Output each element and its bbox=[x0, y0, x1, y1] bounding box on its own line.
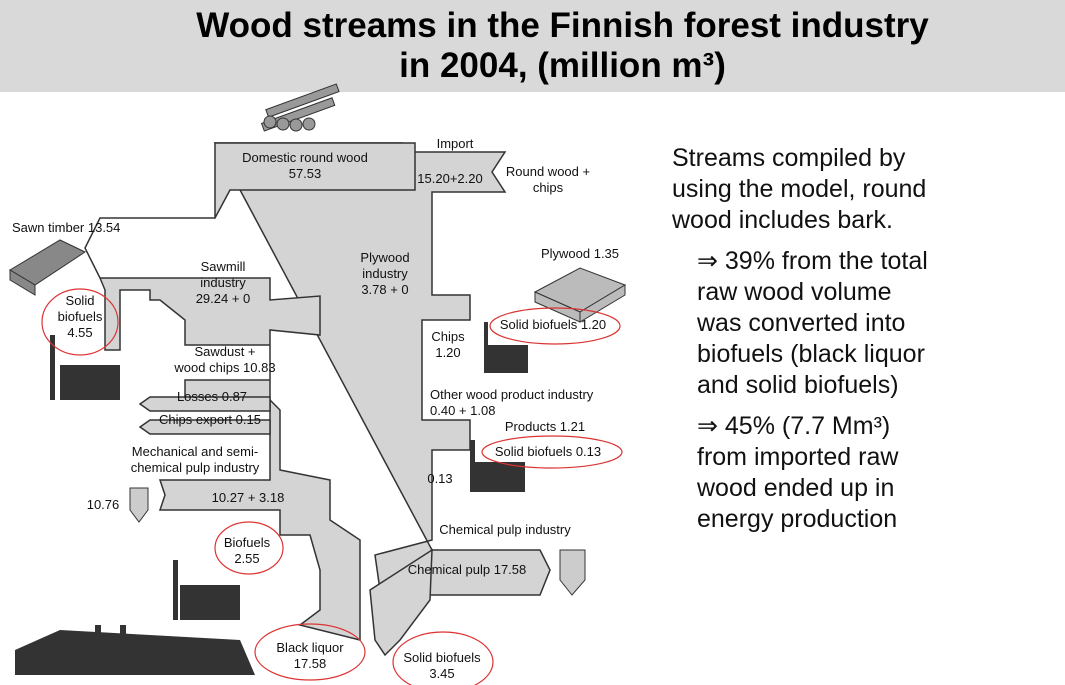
text-line: raw wood volume bbox=[697, 277, 928, 308]
flow-label: 4.55 bbox=[67, 325, 92, 340]
flow-label: Chemical pulp industry bbox=[439, 522, 571, 537]
flow-label: industry bbox=[200, 275, 246, 290]
flow-label: 29.24 + 0 bbox=[196, 291, 251, 306]
flow-label: Black liquor bbox=[276, 640, 344, 655]
flow-label: Chemical pulp 17.58 bbox=[408, 562, 527, 577]
flow-label: chemical pulp industry bbox=[131, 460, 260, 475]
flow-label: Biofuels bbox=[224, 535, 271, 550]
flow-label: Import bbox=[437, 136, 474, 151]
text-line: energy production bbox=[697, 504, 928, 535]
flow-label: Chips bbox=[431, 329, 465, 344]
flow-label: Sawn timber 13.54 bbox=[12, 220, 120, 235]
flow-label: industry bbox=[362, 266, 408, 281]
flow-label: Plywood 1.35 bbox=[541, 246, 619, 261]
flow-label: Losses 0.87 bbox=[177, 389, 247, 404]
text-line: 39% from the total bbox=[697, 246, 928, 277]
flow-label: Solid bbox=[66, 293, 95, 308]
text-line: wood includes bark. bbox=[672, 205, 928, 236]
flow-label: 3.45 bbox=[429, 666, 454, 681]
flow-label: Other wood product industry bbox=[430, 387, 594, 402]
flow-label: Mechanical and semi- bbox=[132, 444, 258, 459]
flow-label: 0.40 + 1.08 bbox=[430, 403, 495, 418]
text-line: from imported raw bbox=[697, 442, 928, 473]
flow-label: Solid biofuels 1.20 bbox=[500, 317, 606, 332]
flow-label: 3.78 + 0 bbox=[361, 282, 408, 297]
flow-label: chips bbox=[533, 180, 564, 195]
flow-label: Sawmill bbox=[201, 259, 246, 274]
text-line: Streams compiled by bbox=[672, 143, 928, 174]
flow-label: Round wood + bbox=[506, 164, 590, 179]
plywood-icon bbox=[535, 268, 625, 322]
flow-label: Solid biofuels bbox=[403, 650, 481, 665]
flow-label: biofuels bbox=[58, 309, 103, 324]
text-line: 45% (7.7 Mm³) bbox=[697, 411, 928, 442]
text-line: biofuels (black liquor bbox=[697, 339, 928, 370]
flow-label: Chips export 0.15 bbox=[159, 412, 261, 427]
flow-label: Solid biofuels 0.13 bbox=[495, 444, 601, 459]
timber-icon bbox=[10, 240, 85, 295]
flow-label: 1.20 bbox=[435, 345, 460, 360]
flow-label: Domestic round wood bbox=[242, 150, 368, 165]
flow-label: wood chips 10.83 bbox=[173, 360, 275, 375]
text-line: was converted into bbox=[697, 308, 928, 339]
flow-label: Plywood bbox=[360, 250, 409, 265]
flow-label: 15.20+2.20 bbox=[417, 171, 482, 186]
logs-icon bbox=[262, 84, 339, 131]
flow-label: 10.76 bbox=[87, 497, 120, 512]
text-line: wood ended up in bbox=[697, 473, 928, 504]
flow-label: 2.55 bbox=[234, 551, 259, 566]
flow-label: 57.53 bbox=[289, 166, 322, 181]
text-line: and solid biofuels) bbox=[697, 370, 928, 401]
flow-label: Sawdust + bbox=[194, 344, 255, 359]
flow-label: 17.58 bbox=[294, 656, 327, 671]
text-line: using the model, round bbox=[672, 174, 928, 205]
flow-label: 0.13 bbox=[427, 471, 452, 486]
flow-label: 10.27 + 3.18 bbox=[212, 490, 285, 505]
slide: Wood streams in the Finnish forest indus… bbox=[0, 0, 1065, 685]
flow-label: Products 1.21 bbox=[505, 419, 585, 434]
